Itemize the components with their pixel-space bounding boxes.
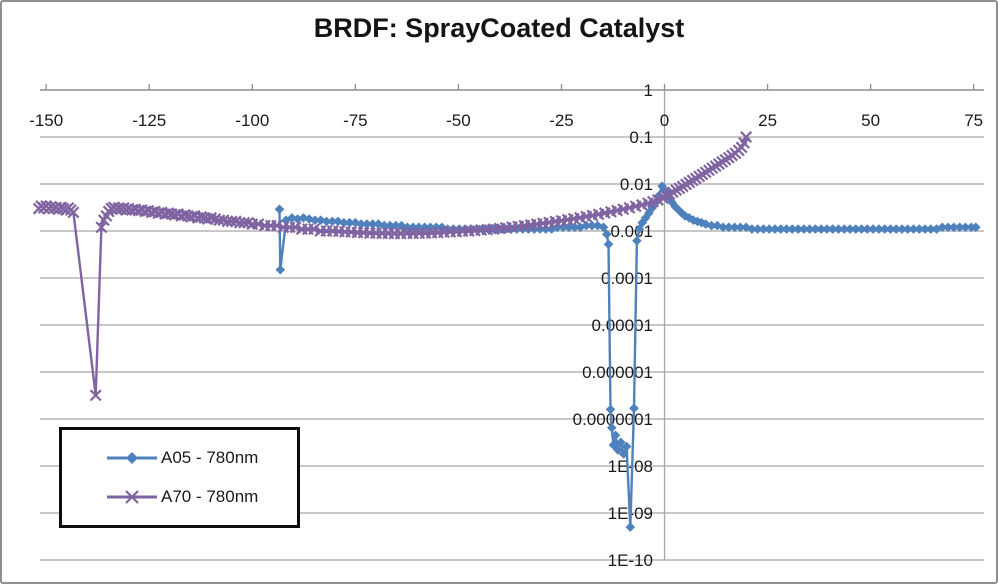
y-tick-label: 0.01 <box>620 175 653 194</box>
legend-marker-a70-780nm <box>107 489 157 504</box>
x-tick-label: -125 <box>132 111 166 130</box>
legend-marker-a05-780nm <box>107 452 157 465</box>
x-tick-label: 50 <box>861 111 880 130</box>
x-tick-label: -75 <box>343 111 368 130</box>
series-markers <box>32 131 753 402</box>
chart-title: BRDF: SprayCoated Catalyst <box>313 13 685 43</box>
x-tick-label: -50 <box>446 111 471 130</box>
y-tick-label: 0.001 <box>610 222 653 241</box>
legend-entry-a70-780nm[interactable]: A70 - 780nm <box>106 487 297 507</box>
y-tick-label: 0.0001 <box>601 269 653 288</box>
y-tick-label: 0.000001 <box>582 363 653 382</box>
x-tick-label: 75 <box>964 111 983 130</box>
x-tick-label: -150 <box>29 111 63 130</box>
legend-box[interactable]: A05 - 780nm A70 - 780nm <box>59 427 300 528</box>
y-tick-label: 1E-08 <box>608 457 653 476</box>
legend-entry-a05-780nm[interactable]: A05 - 780nm <box>106 448 297 468</box>
x-tick-label: -25 <box>549 111 574 130</box>
series-a70-780nm[interactable] <box>32 131 753 402</box>
x-tick-label: 25 <box>758 111 777 130</box>
legend-label-a70-780nm: A70 - 780nm <box>161 486 259 506</box>
legend-label-a05-780nm: A05 - 780nm <box>161 448 259 468</box>
y-tick-label: 1 <box>644 81 653 100</box>
y-tick-label: 0.1 <box>629 128 653 147</box>
series-a05-780nm[interactable] <box>274 181 981 532</box>
y-tick-label: 0.00001 <box>592 316 653 335</box>
y-tick-label: 1E-10 <box>608 551 653 570</box>
x-tick-label: 0 <box>660 111 669 130</box>
x-tick-label: -100 <box>235 111 269 130</box>
